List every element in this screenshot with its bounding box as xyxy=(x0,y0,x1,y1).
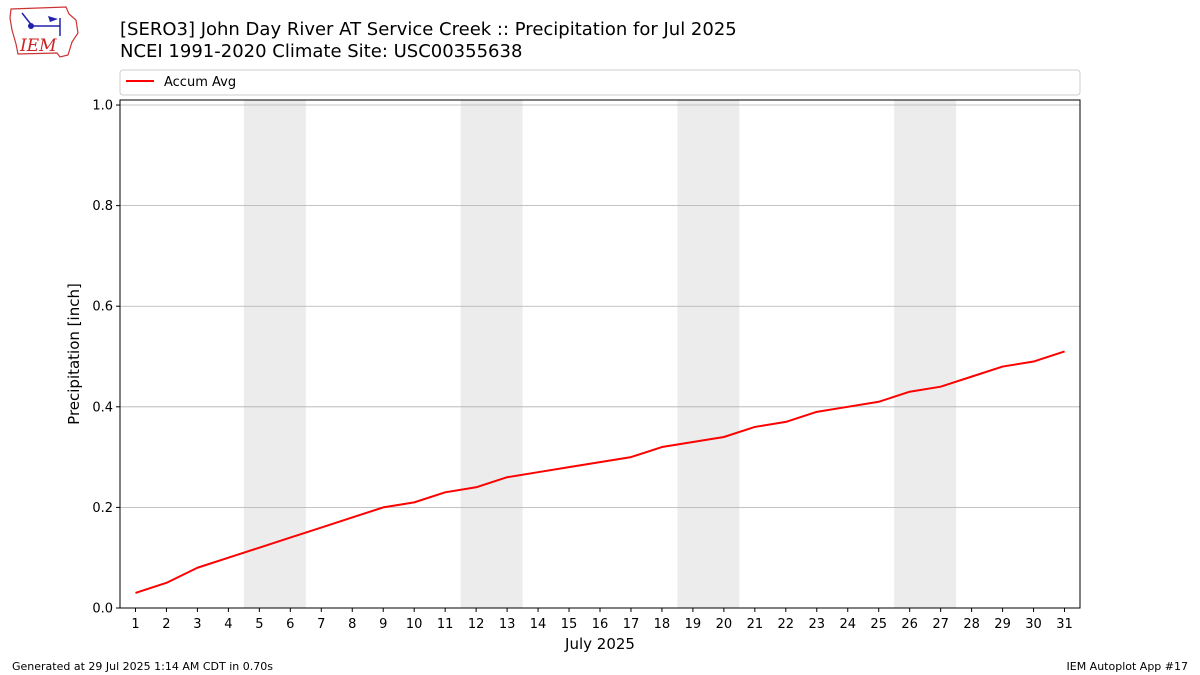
x-tick-label: 28 xyxy=(963,617,980,632)
x-tick-label: 22 xyxy=(778,617,795,632)
x-tick-label: 2 xyxy=(162,617,170,632)
x-tick-label: 23 xyxy=(809,617,826,632)
legend: Accum Avg xyxy=(119,69,1081,96)
y-tick-label: 0.4 xyxy=(92,400,113,415)
chart-subtitle: NCEI 1991-2020 Climate Site: USC00355638 xyxy=(120,41,522,62)
y-axis-label: Precipitation [inch] xyxy=(65,283,83,425)
x-tick-label: 29 xyxy=(994,617,1011,632)
footer-generated: Generated at 29 Jul 2025 1:14 AM CDT in … xyxy=(12,660,273,673)
logo-text: IEM xyxy=(19,36,57,56)
x-tick-label: 26 xyxy=(901,617,918,632)
legend-label: Accum Avg xyxy=(164,75,236,90)
y-tick-label: 1.0 xyxy=(92,99,113,114)
y-tick-label: 0.0 xyxy=(92,602,113,617)
x-tick-label: 14 xyxy=(530,617,547,632)
x-tick-label: 25 xyxy=(870,617,887,632)
x-tick-label: 4 xyxy=(224,617,232,632)
x-tick-label: 19 xyxy=(685,617,702,632)
x-tick-label: 13 xyxy=(499,617,516,632)
x-tick-label: 20 xyxy=(716,617,733,632)
y-axis-ticks: 0.0 0.2 0.4 0.6 0.8 1.0 xyxy=(92,99,120,617)
x-tick-label: 27 xyxy=(932,617,949,632)
x-axis-ticks: 1 2 3 4 5 6 7 8 9 10 11 12 13 14 15 16 17 18 19 20 21 22 23 24 2… xyxy=(131,608,1073,632)
x-tick-label: 6 xyxy=(286,617,294,632)
x-tick-label: 12 xyxy=(468,617,485,632)
x-tick-label: 31 xyxy=(1056,617,1073,632)
y-tick-label: 0.6 xyxy=(92,300,113,315)
footer-app: IEM Autoplot App #17 xyxy=(1067,660,1189,673)
series-line-accum-avg xyxy=(135,350,1065,594)
y-tick-label: 0.2 xyxy=(92,501,113,516)
x-axis-label: July 2025 xyxy=(564,635,635,653)
chart-title: [SERO3] John Day River AT Service Creek … xyxy=(120,19,737,40)
weekend-shade-band xyxy=(677,100,740,608)
x-tick-label: 5 xyxy=(255,617,263,632)
x-tick-label: 1 xyxy=(131,617,139,632)
weekend-shade-band xyxy=(460,100,523,608)
x-tick-label: 9 xyxy=(379,617,387,632)
legend-box xyxy=(119,69,1081,96)
y-tick-label: 0.8 xyxy=(92,199,113,214)
weekend-shading xyxy=(243,100,957,608)
weekend-shade-band xyxy=(894,100,957,608)
x-tick-label: 8 xyxy=(348,617,356,632)
x-tick-label: 15 xyxy=(561,617,578,632)
x-tick-label: 3 xyxy=(193,617,201,632)
x-tick-label: 18 xyxy=(654,617,671,632)
weekend-shade-band xyxy=(243,100,306,608)
x-tick-label: 24 xyxy=(839,617,856,632)
iem-logo: IEM xyxy=(9,6,79,58)
x-tick-label: 21 xyxy=(747,617,764,632)
x-tick-label: 7 xyxy=(317,617,325,632)
x-tick-label: 17 xyxy=(623,617,640,632)
x-tick-label: 16 xyxy=(592,617,609,632)
x-tick-label: 11 xyxy=(437,617,454,632)
x-tick-label: 30 xyxy=(1025,617,1042,632)
series-layer xyxy=(135,350,1065,594)
x-tick-label: 10 xyxy=(406,617,423,632)
